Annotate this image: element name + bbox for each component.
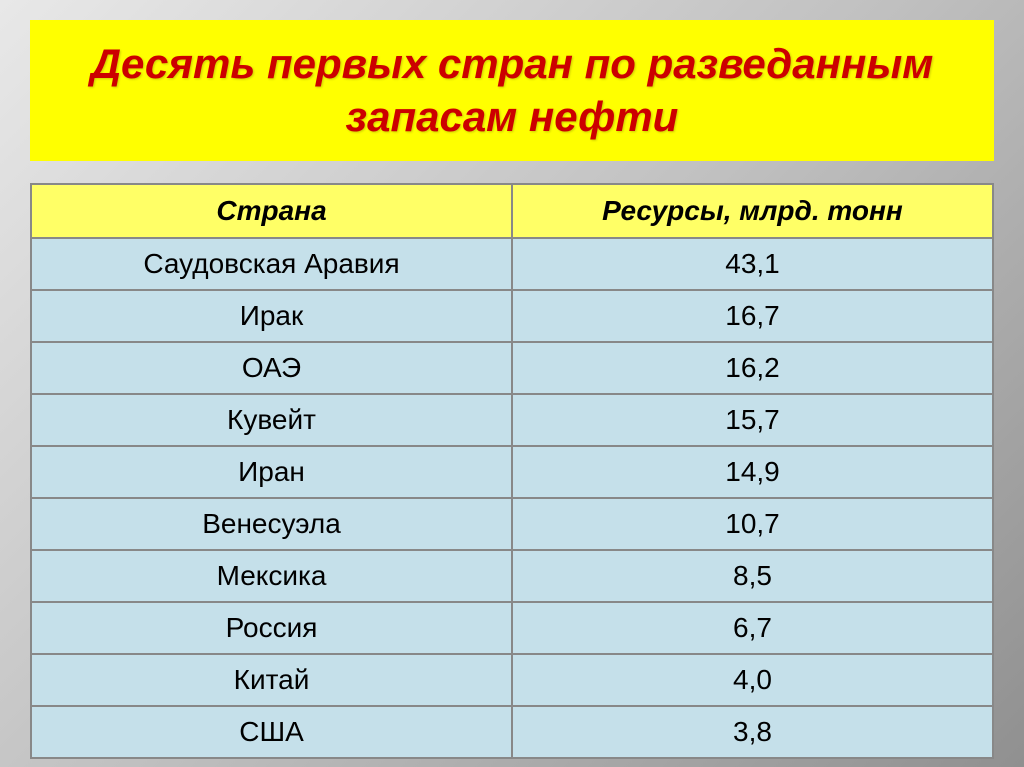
column-header-country: Страна [31, 184, 512, 238]
cell-country: Иран [31, 446, 512, 498]
cell-value: 10,7 [512, 498, 993, 550]
table-row: Ирак 16,7 [31, 290, 993, 342]
cell-value: 16,7 [512, 290, 993, 342]
table-row: Мексика 8,5 [31, 550, 993, 602]
oil-reserves-table: Страна Ресурсы, млрд. тонн Саудовская Ар… [30, 183, 994, 759]
cell-country: Россия [31, 602, 512, 654]
cell-value: 43,1 [512, 238, 993, 290]
cell-country: США [31, 706, 512, 758]
cell-country: Мексика [31, 550, 512, 602]
cell-value: 3,8 [512, 706, 993, 758]
cell-value: 14,9 [512, 446, 993, 498]
cell-country: ОАЭ [31, 342, 512, 394]
cell-country: Кувейт [31, 394, 512, 446]
table-header-row: Страна Ресурсы, млрд. тонн [31, 184, 993, 238]
cell-country: Саудовская Аравия [31, 238, 512, 290]
title-box: Десять первых стран по разведанным запас… [30, 20, 994, 161]
table-row: ОАЭ 16,2 [31, 342, 993, 394]
cell-country: Венесуэла [31, 498, 512, 550]
cell-value: 4,0 [512, 654, 993, 706]
table-row: Саудовская Аравия 43,1 [31, 238, 993, 290]
table-body: Саудовская Аравия 43,1 Ирак 16,7 ОАЭ 16,… [31, 238, 993, 758]
cell-value: 8,5 [512, 550, 993, 602]
page-title: Десять первых стран по разведанным запас… [50, 38, 974, 143]
cell-country: Китай [31, 654, 512, 706]
table-row: Венесуэла 10,7 [31, 498, 993, 550]
cell-value: 6,7 [512, 602, 993, 654]
table-row: Кувейт 15,7 [31, 394, 993, 446]
column-header-resources: Ресурсы, млрд. тонн [512, 184, 993, 238]
table-row: Иран 14,9 [31, 446, 993, 498]
cell-country: Ирак [31, 290, 512, 342]
table-row: США 3,8 [31, 706, 993, 758]
table-row: Китай 4,0 [31, 654, 993, 706]
cell-value: 15,7 [512, 394, 993, 446]
cell-value: 16,2 [512, 342, 993, 394]
table-row: Россия 6,7 [31, 602, 993, 654]
